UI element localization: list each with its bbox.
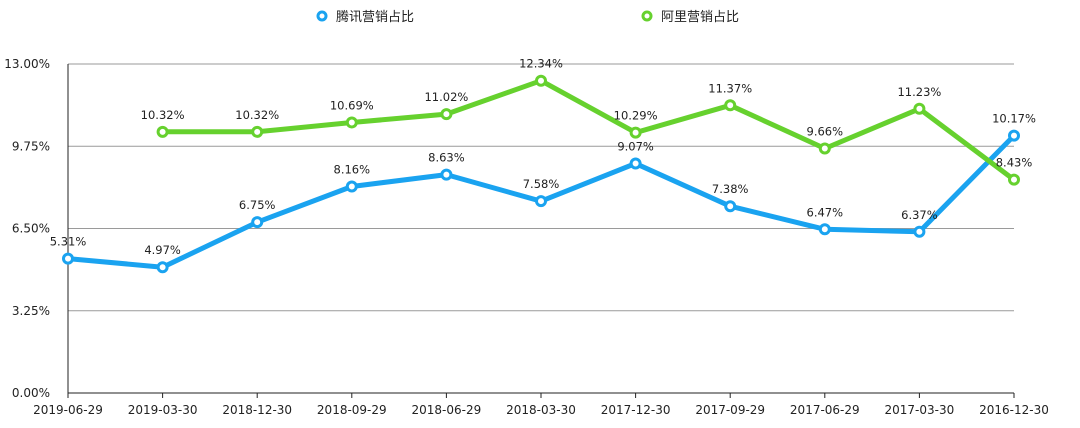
data-label-series-2: 10.29% (614, 109, 658, 123)
y-tick-label: 0.00% (12, 386, 50, 400)
legend-item-series-2[interactable]: 阿里营销占比 (641, 10, 739, 25)
data-label-series-2: 8.43% (996, 156, 1033, 170)
legend-label-series-1: 腾讯营销占比 (336, 9, 414, 25)
x-tick-label: 2018-09-29 (317, 403, 387, 417)
data-label-series-2: 11.37% (708, 81, 752, 95)
axes: 0.00% 3.25% 6.50% 9.75% 13.00% 2019-06-29 2019… (4, 57, 1049, 417)
data-label-series-2: 11.23% (897, 85, 941, 99)
data-label-series-2: 10.69% (330, 98, 374, 112)
data-point-series-2 (724, 99, 737, 112)
data-point-series-1 (535, 195, 547, 208)
data-label-series-1: 5.31% (50, 235, 87, 249)
data-point-series-2 (818, 142, 831, 155)
legend-marker-series-1 (316, 10, 328, 22)
legend-label-series-2: 阿里营销占比 (661, 10, 739, 25)
data-label-series-2: 11.02% (424, 90, 468, 104)
series-line-2 (160, 78, 1017, 183)
legend-item-series-1[interactable]: 腾讯营销占比 (316, 9, 414, 25)
x-tick-label: 2017-06-29 (790, 403, 860, 417)
data-point-series-2 (629, 126, 642, 139)
x-tick-label: 2016-12-30 (979, 403, 1049, 417)
x-tick-label: 2017-09-29 (695, 403, 765, 417)
x-tick-label: 2018-12-30 (222, 403, 292, 417)
data-point-series-1 (440, 168, 453, 181)
data-point-series-1 (156, 261, 169, 274)
data-point-series-1 (629, 157, 642, 170)
data-point-series-1 (251, 216, 264, 229)
legend-marker-series-2 (641, 10, 653, 22)
data-point-series-1 (724, 200, 737, 213)
data-label-series-1: 6.37% (901, 208, 938, 222)
data-point-series-2 (440, 108, 453, 121)
data-label-series-1: 6.75% (239, 198, 276, 212)
y-tick-label: 3.25% (12, 304, 50, 318)
y-tick-label: 9.75% (12, 139, 50, 153)
x-tick-label: 2018-03-30 (506, 403, 576, 417)
data-label-series-2: 10.32% (235, 108, 279, 122)
y-tick-label: 6.50% (12, 222, 50, 236)
data-point-series-2 (345, 116, 358, 129)
data-label-series-2: 10.32% (141, 108, 185, 122)
data-label-series-1: 7.58% (523, 177, 560, 191)
x-tick-label: 2017-12-30 (601, 403, 671, 417)
series (62, 74, 1020, 274)
data-point-series-1 (62, 252, 74, 265)
data-label-series-1: 10.17% (992, 112, 1036, 126)
data-label-series-1: 8.63% (428, 151, 465, 165)
data-labels: 5.31% 4.97% 6.75% 8.16% 8.63% 7.58% 9.07% 7.38%… (50, 57, 1036, 258)
data-point-series-1 (345, 180, 358, 193)
data-point-series-1 (1008, 129, 1020, 142)
data-point-series-2 (251, 125, 264, 138)
data-point-series-2 (913, 102, 926, 115)
data-label-series-1: 7.38% (712, 182, 749, 196)
legend: 腾讯营销占比 阿里营销占比 (316, 9, 739, 25)
data-label-series-1: 4.97% (144, 243, 181, 257)
data-label-series-1: 8.16% (334, 162, 371, 176)
data-point-series-1 (913, 225, 926, 238)
x-tick-label: 2019-03-30 (128, 403, 198, 417)
x-tick-label: 2018-06-29 (412, 403, 482, 417)
data-label-series-1: 6.47% (807, 205, 844, 219)
data-label-series-2: 12.34% (519, 57, 563, 71)
x-tick-label: 2019-06-29 (33, 403, 103, 417)
data-point-series-2 (1008, 173, 1020, 186)
data-point-series-2 (156, 125, 169, 138)
x-tick-label: 2017-03-30 (885, 403, 955, 417)
data-point-series-1 (818, 223, 831, 236)
data-point-series-2 (535, 74, 547, 87)
data-label-series-2: 9.66% (807, 125, 844, 139)
y-tick-label: 13.00% (4, 57, 50, 71)
data-label-series-1: 9.07% (617, 139, 654, 153)
